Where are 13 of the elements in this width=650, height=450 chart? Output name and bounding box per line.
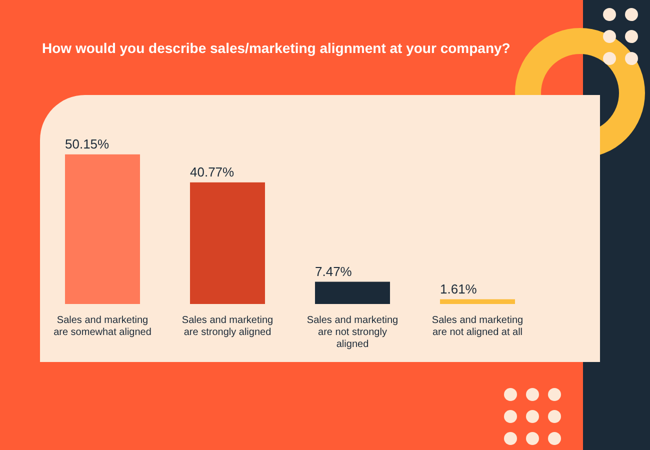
x-tick-label: Sales and marketing are strongly aligned — [182, 314, 274, 338]
bar — [65, 154, 140, 304]
data-label: 7.47% — [315, 264, 352, 279]
x-tick-label: Sales and marketing are not strongly aligned — [306, 314, 398, 350]
data-label: 50.15% — [65, 136, 110, 152]
bar — [440, 299, 515, 304]
bar — [315, 282, 390, 304]
data-label: 40.77% — [190, 164, 235, 180]
x-tick-label: Sales and marketing are not aligned at all — [432, 314, 524, 338]
bar — [190, 182, 265, 304]
x-tick-label: Sales and marketing are somewhat aligned — [54, 314, 152, 338]
data-label: 1.61% — [440, 281, 478, 296]
chart-title: How would you describe sales/marketing alignment at your company? — [42, 40, 510, 56]
